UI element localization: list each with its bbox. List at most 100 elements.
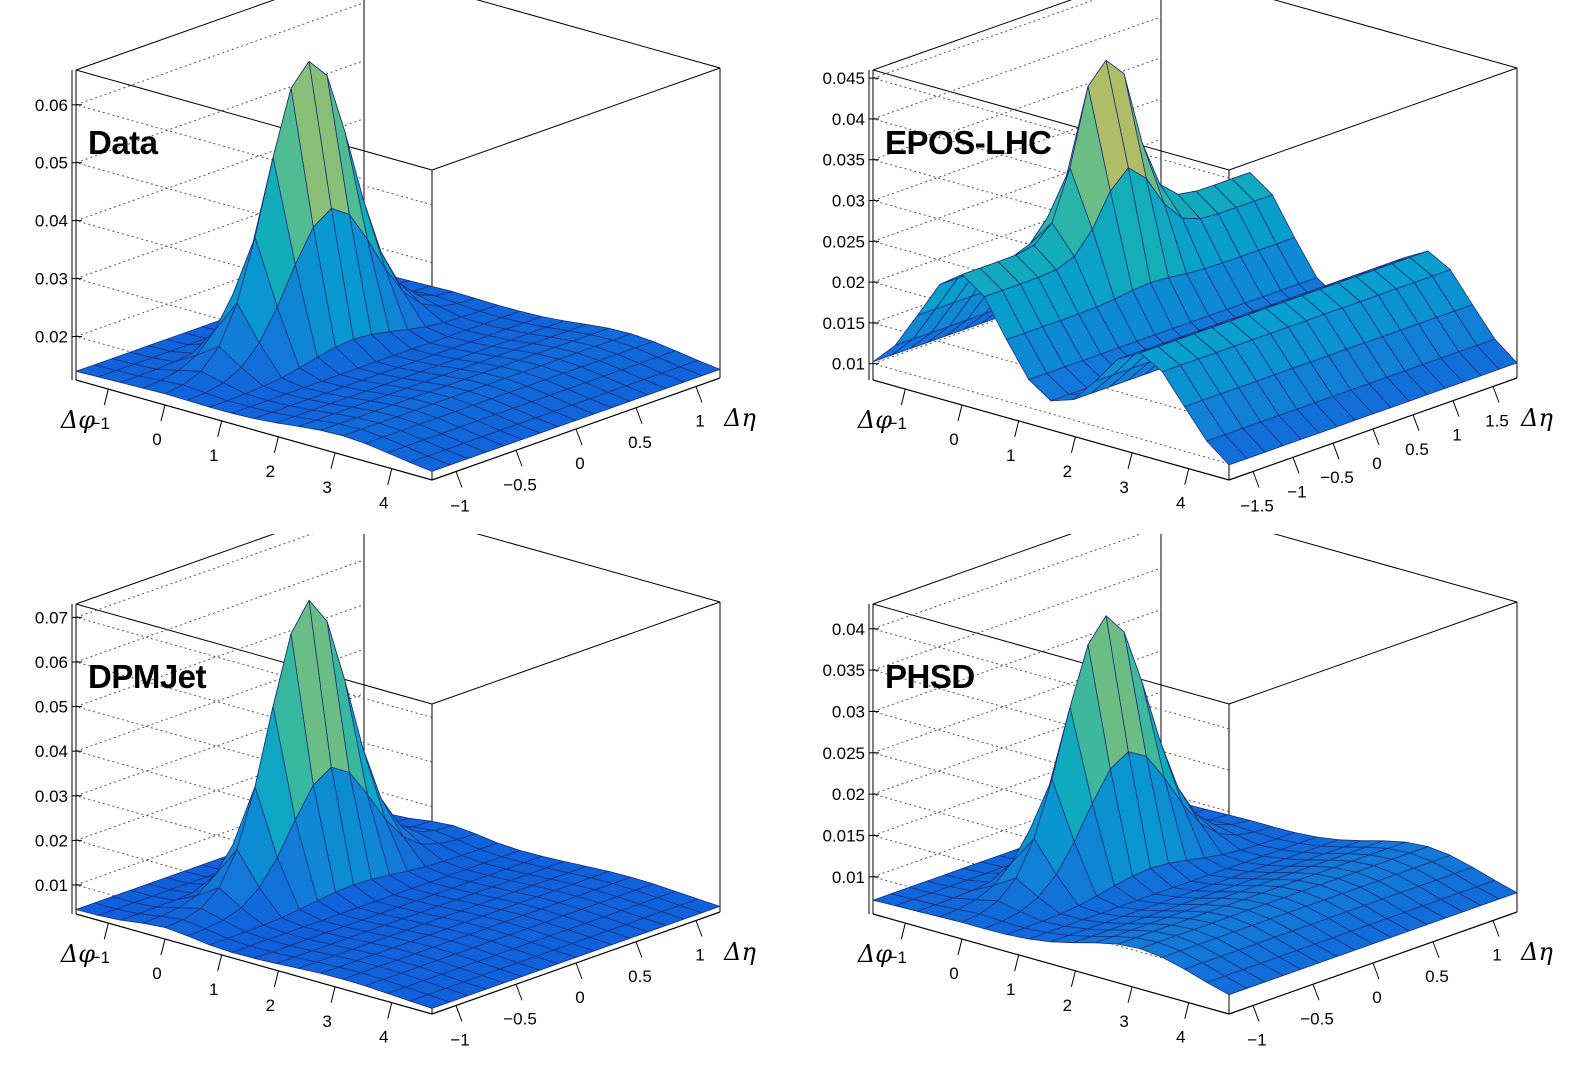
phi-tick-label: 3 xyxy=(1119,1012,1128,1031)
phi-tick-label: 0 xyxy=(152,964,161,983)
z-tick-label: 0.01 xyxy=(832,868,865,887)
phi-tick xyxy=(1184,1002,1190,1019)
eta-tick-label: 0 xyxy=(1372,454,1381,473)
surface xyxy=(872,615,1518,996)
eta-tick-label: 0 xyxy=(575,454,584,473)
phi-tick xyxy=(103,388,109,406)
eta-tick xyxy=(1452,400,1460,417)
phi-tick xyxy=(1127,452,1133,469)
box-edge xyxy=(476,0,721,69)
box-edge xyxy=(872,0,1073,71)
phi-tick-label: 3 xyxy=(1119,478,1128,497)
eta-tick xyxy=(1372,428,1380,446)
chart-svg-phsd: 0.01 0.015 0.02 0.025 0.03 0.035 0.04 −1 −0.5 0 0.… xyxy=(822,534,1553,1050)
eta-tick-label: −1 xyxy=(1247,1031,1266,1050)
x-axis-label: Δη xyxy=(723,938,756,966)
eta-axis-ticks: −1 −0.5 0 0.5 1 xyxy=(1247,920,1502,1050)
surface xyxy=(75,61,721,472)
eta-tick-label: −0.5 xyxy=(503,1009,537,1028)
eta-tick-label: −1.5 xyxy=(1240,497,1274,516)
z-tick-label: 0.025 xyxy=(822,744,865,763)
grid-line xyxy=(871,534,1230,730)
y-axis-label: Δφ xyxy=(857,406,892,434)
z-tick-label: 0.02 xyxy=(832,273,865,292)
phi-tick-label: −1 xyxy=(888,948,907,967)
z-tick-label: 0.03 xyxy=(35,787,68,806)
panel-epos-lhc: 0.01 0.015 0.02 0.025 0.03 0.035 0.04 0.045 −1.5… xyxy=(797,0,1594,534)
surface-cell xyxy=(1206,975,1248,996)
eta-tick-label: 0 xyxy=(1372,988,1381,1007)
axis-line xyxy=(872,379,1230,481)
z-tick-label: 0.05 xyxy=(35,698,68,717)
phi-tick xyxy=(160,938,166,956)
z-tick-label: 0.03 xyxy=(832,192,865,211)
eta-tick xyxy=(1252,471,1260,488)
eta-tick xyxy=(575,962,583,980)
z-tick-label: 0.04 xyxy=(832,620,865,639)
z-tick-label: 0.02 xyxy=(35,831,68,850)
phi-tick xyxy=(1127,986,1133,1003)
eta-tick xyxy=(1252,1005,1260,1022)
eta-tick-label: 0.5 xyxy=(628,967,652,986)
phi-tick xyxy=(330,986,336,1003)
eta-axis-ticks: −1 −0.5 0 0.5 1 xyxy=(450,386,705,516)
box-edge xyxy=(1228,67,1518,171)
chart-title: DPMJet xyxy=(88,658,207,695)
phi-tick-label: 0 xyxy=(152,430,161,449)
x-axis-label: Δη xyxy=(1520,938,1553,966)
z-axis-ticks: 0.01 0.015 0.02 0.025 0.03 0.035 0.04 xyxy=(822,620,879,887)
eta-tick-label: −0.5 xyxy=(1300,1009,1334,1028)
phi-tick xyxy=(1070,970,1076,987)
eta-tick xyxy=(695,920,703,937)
phi-tick-label: 4 xyxy=(379,494,388,513)
phi-tick-label: 3 xyxy=(322,478,331,497)
phi-tick xyxy=(217,420,223,438)
eta-tick xyxy=(455,1005,463,1022)
phi-tick xyxy=(273,436,279,453)
phi-tick xyxy=(1014,420,1020,438)
z-axis-ticks: 0.02 0.03 0.04 0.05 0.06 xyxy=(35,96,82,347)
phi-tick xyxy=(273,970,279,987)
eta-tick-label: 0.5 xyxy=(1405,440,1429,459)
phi-axis-ticks: −1 0 1 2 3 4 xyxy=(888,388,1190,513)
y-axis-label: Δφ xyxy=(60,940,95,968)
box-edge xyxy=(1228,601,1518,705)
panel-dpmjet: 0.01 0.02 0.03 0.04 0.05 0.06 0.07 −1 −0.5 0 0.5 1 Δ… xyxy=(0,534,797,1068)
x-axis-label: Δη xyxy=(723,404,756,432)
eta-tick-label: −0.5 xyxy=(1320,468,1354,487)
eta-tick xyxy=(635,407,643,424)
surface-cell xyxy=(409,455,451,472)
chart-svg-epos-lhc: 0.01 0.015 0.02 0.025 0.03 0.035 0.04 0.045 −1.5… xyxy=(822,0,1553,516)
phi-tick-label: 1 xyxy=(1006,980,1015,999)
z-tick-label: 0.015 xyxy=(822,314,865,333)
surface-cell xyxy=(1206,434,1248,466)
phi-tick-label: 4 xyxy=(379,1028,388,1047)
phi-tick-label: −1 xyxy=(91,414,110,433)
z-tick-label: 0.06 xyxy=(35,653,68,672)
axis-line xyxy=(872,913,1230,1015)
phi-tick xyxy=(1184,468,1190,485)
eta-tick-label: −1 xyxy=(450,1031,469,1050)
phi-tick xyxy=(387,1002,393,1019)
box-edge xyxy=(75,69,433,171)
z-tick-label: 0.045 xyxy=(822,69,865,88)
box-edge xyxy=(476,534,721,603)
surface xyxy=(75,599,721,1009)
box-edge xyxy=(431,601,721,705)
eta-axis-ticks: −1 −0.5 0 0.5 1 xyxy=(450,920,705,1050)
surface-cell xyxy=(872,338,914,363)
eta-tick-label: −0.5 xyxy=(503,475,537,494)
surface xyxy=(872,59,1518,466)
phi-tick-label: 1 xyxy=(1006,446,1015,465)
surface-cell xyxy=(409,994,451,1009)
phi-tick xyxy=(103,922,109,940)
phi-tick xyxy=(957,938,963,956)
eta-tick xyxy=(1492,386,1500,403)
phi-tick xyxy=(900,922,906,940)
z-tick-label: 0.02 xyxy=(832,785,865,804)
z-tick-label: 0.015 xyxy=(822,826,865,845)
axis-line xyxy=(75,913,433,1015)
eta-axis-ticks: −1.5 −1 −0.5 0 0.5 1 1.5 xyxy=(1240,386,1509,516)
box-edge xyxy=(872,534,1073,605)
box-edge xyxy=(75,534,276,605)
